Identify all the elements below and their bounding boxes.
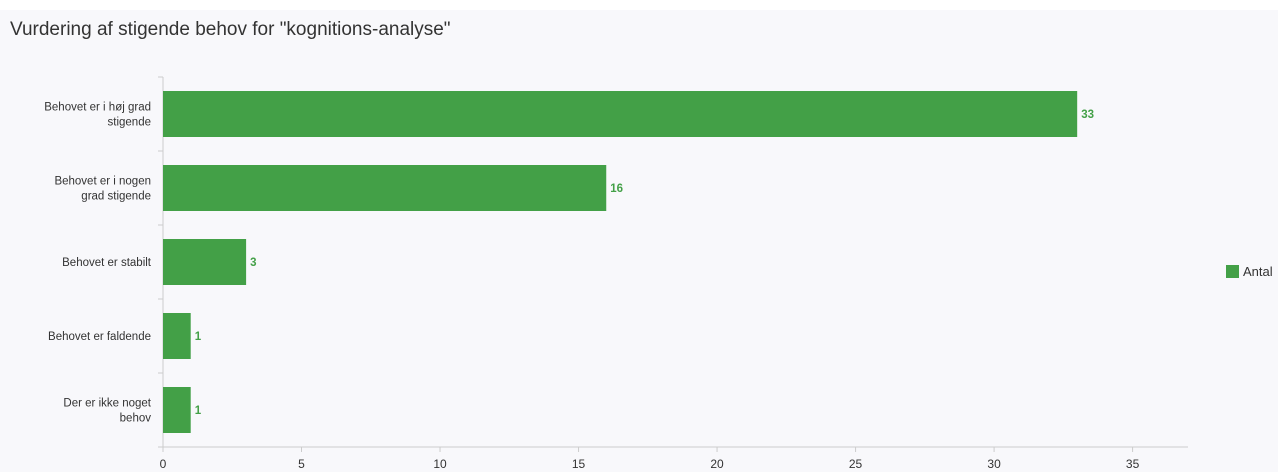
bar (163, 239, 247, 285)
category-label: stigende (108, 117, 151, 129)
legend-label-antal: Antal (1243, 264, 1273, 279)
x-tick-label: 15 (572, 457, 586, 471)
category-label: Behovet er i nogen (54, 176, 151, 188)
x-tick-label: 25 (849, 457, 863, 471)
category-label: grad stigende (81, 191, 151, 203)
value-label: 33 (1081, 109, 1094, 121)
x-tick-label: 30 (987, 457, 1001, 471)
bar (163, 165, 607, 211)
category-label: Behovet er stabilt (62, 257, 152, 269)
category-label: behov (120, 413, 152, 425)
x-tick-label: 10 (433, 457, 447, 471)
category-label: Der er ikke noget (63, 398, 151, 410)
legend-swatch (1226, 265, 1239, 278)
x-tick-label: 20 (710, 457, 724, 471)
x-tick-label: 35 (1126, 457, 1140, 471)
value-label: 1 (195, 331, 202, 343)
bar (163, 91, 1078, 137)
category-label: Behovet er i høj grad (44, 102, 151, 114)
value-label: 3 (250, 257, 256, 269)
legend[interactable]: Antal (1226, 264, 1273, 279)
bar (163, 387, 191, 433)
x-tick-label: 0 (160, 457, 167, 471)
bar (163, 313, 191, 359)
x-tick-label: 5 (298, 457, 305, 471)
value-label: 16 (610, 183, 623, 195)
category-label: Behovet er faldende (48, 331, 151, 343)
value-label: 1 (195, 405, 202, 417)
chart-title: Vurdering af stigende behov for "kogniti… (10, 19, 451, 40)
